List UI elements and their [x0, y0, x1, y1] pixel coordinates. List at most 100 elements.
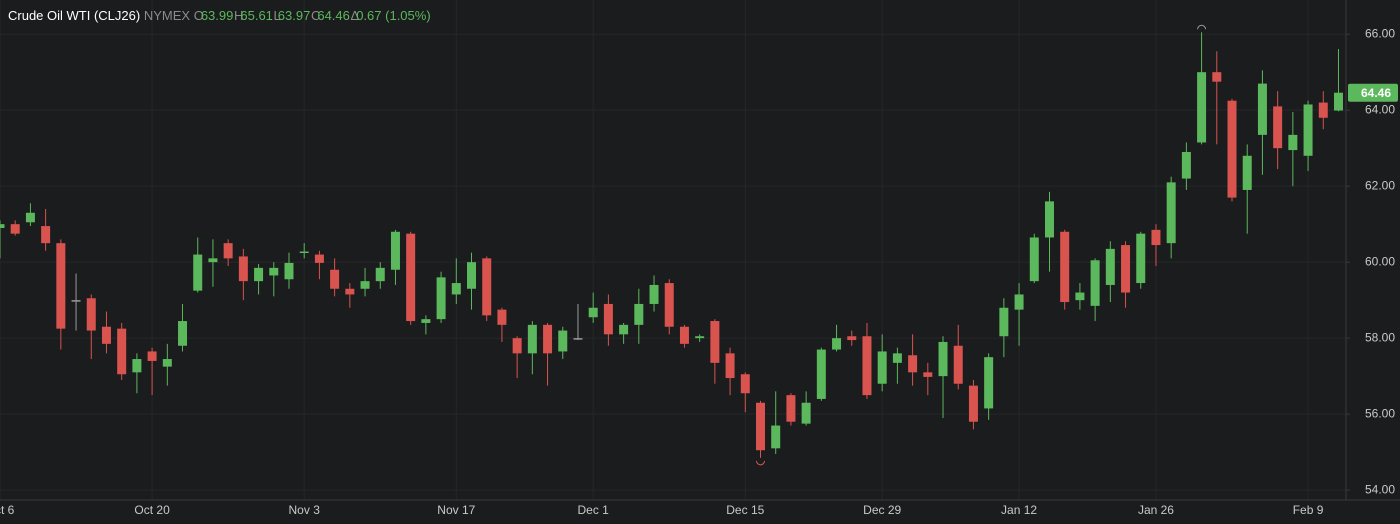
candle-body	[1151, 229, 1161, 246]
candle-body	[984, 357, 994, 409]
candle-body	[10, 224, 20, 234]
candle-body	[497, 309, 507, 325]
candle-body	[771, 425, 781, 449]
candle-body	[710, 321, 720, 363]
candle-body	[86, 298, 96, 331]
header: Crude Oil WTI (CLJ26) NYMEX O63.99 H65.6…	[8, 8, 431, 23]
last-price-box	[1348, 83, 1398, 102]
candle-body	[1318, 102, 1328, 118]
candle-body	[314, 254, 324, 263]
candle-body	[1197, 72, 1207, 143]
candle-body	[649, 284, 659, 304]
y-tick-label: 62.00	[1365, 178, 1395, 192]
candle-body	[147, 351, 157, 361]
y-tick-label: 64.00	[1365, 102, 1395, 116]
candle-body	[1029, 237, 1039, 282]
candle-body	[1288, 134, 1298, 151]
candle-body	[208, 258, 218, 263]
y-tick-label: 58.00	[1365, 330, 1395, 344]
candle-body	[527, 324, 537, 354]
y-tick-label: 60.00	[1365, 254, 1395, 268]
candle-body	[193, 254, 203, 291]
candle-body	[740, 374, 750, 394]
candle-body	[634, 303, 644, 325]
high-marker	[1197, 24, 1207, 30]
candle-body	[999, 307, 1009, 337]
candle-body	[360, 281, 370, 289]
candle-body	[421, 319, 431, 323]
close-value: 64.46	[317, 8, 350, 23]
candle-body	[178, 321, 188, 346]
candle-body	[406, 233, 416, 322]
candle-body	[512, 338, 522, 354]
change-pct: (1.05%)	[385, 8, 431, 23]
x-tick-label: Jan 26	[1138, 503, 1174, 517]
candle-body	[588, 307, 598, 318]
candle-body	[71, 300, 81, 302]
candle-body	[1090, 260, 1100, 306]
candle-body	[1136, 233, 1146, 284]
candle-body	[1303, 104, 1313, 156]
x-tick-label: Nov 3	[289, 503, 321, 517]
low-marker	[756, 460, 765, 466]
candle-body	[482, 258, 492, 316]
candle-body	[25, 212, 35, 223]
candle-body	[1166, 182, 1176, 244]
candle-body	[786, 395, 796, 422]
instrument-title: Crude Oil WTI (CLJ26)	[8, 8, 140, 23]
candle-body	[816, 349, 826, 399]
candles	[0, 24, 1343, 466]
y-tick-label: 66.00	[1365, 26, 1395, 40]
candle-body	[558, 330, 568, 352]
low-label: L	[274, 8, 281, 23]
candle-body	[390, 231, 400, 270]
candle-body	[543, 324, 553, 354]
candle-body	[832, 338, 842, 350]
last-price-label: 64.46	[1361, 86, 1391, 100]
candle-body	[269, 267, 279, 276]
x-tick-label: Oct 6	[0, 503, 15, 517]
candle-body	[908, 355, 918, 373]
candle-body	[619, 324, 629, 335]
candle-body	[436, 277, 446, 320]
exchange: NYMEX	[144, 8, 191, 23]
x-tick-label: Dec 29	[863, 503, 901, 517]
candle-body	[1044, 201, 1054, 238]
candle-body	[756, 402, 765, 451]
x-tick-label: Jan 12	[1001, 503, 1037, 517]
candle-body	[1075, 292, 1085, 301]
x-tick-label: Oct 20	[134, 503, 170, 517]
candle-body	[923, 372, 933, 377]
candle-body	[664, 283, 674, 327]
x-tick-label: Feb 9	[1293, 503, 1324, 517]
candle-body	[223, 243, 233, 259]
candle-body	[1181, 151, 1191, 179]
open-value: 63.99	[201, 8, 234, 23]
candle-body	[162, 359, 172, 367]
high-label: H	[234, 8, 243, 23]
high-value: 65.61	[240, 8, 273, 23]
low-value: 63.97	[278, 8, 311, 23]
candle-body	[375, 267, 385, 282]
candle-body	[254, 267, 264, 282]
x-tick-label: Dec 15	[726, 503, 764, 517]
candle-body	[953, 345, 963, 384]
candle-body	[299, 251, 309, 254]
candle-body	[1060, 231, 1070, 303]
candle-body	[938, 341, 948, 377]
candle-body	[862, 336, 872, 396]
candle-body	[1227, 100, 1237, 198]
y-tick-label: 56.00	[1365, 406, 1395, 420]
x-tick-label: Dec 1	[578, 503, 610, 517]
candle-body	[892, 353, 902, 363]
candle-body	[117, 328, 127, 375]
candle-body	[1105, 248, 1115, 285]
candle-body	[573, 338, 583, 340]
candle-body	[1014, 294, 1024, 310]
candle-body	[801, 402, 811, 424]
candle-body	[725, 353, 735, 379]
candle-body	[603, 303, 613, 335]
open-label: O	[194, 8, 204, 23]
candle-body	[345, 288, 355, 295]
